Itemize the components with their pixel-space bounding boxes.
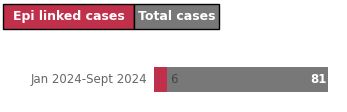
Text: Jan 2024-Sept 2024: Jan 2024-Sept 2024 [31,73,147,86]
Text: 6: 6 [170,73,178,86]
Bar [154,67,329,93]
Text: Epi linked cases: Epi linked cases [12,10,125,23]
Bar [154,67,167,93]
Text: Total cases: Total cases [138,10,215,23]
Text: 81: 81 [310,73,326,86]
